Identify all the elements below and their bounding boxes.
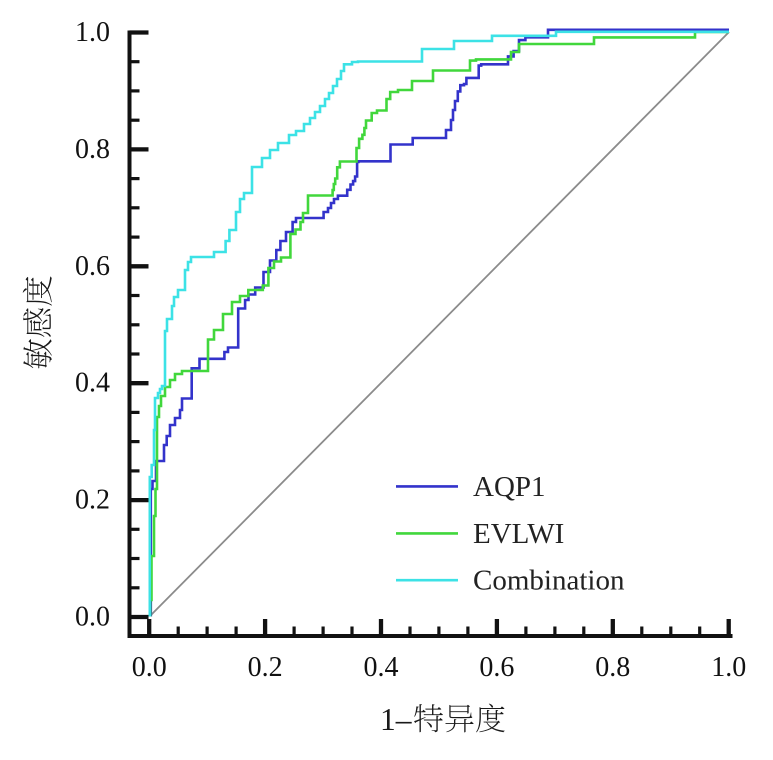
svg-text:0.6: 0.6 — [75, 251, 110, 282]
svg-text:0.4: 0.4 — [364, 652, 399, 683]
svg-text:0.0: 0.0 — [132, 652, 167, 683]
svg-text:AQP1: AQP1 — [473, 471, 546, 503]
svg-text:1.0: 1.0 — [711, 652, 746, 683]
svg-text:Combination: Combination — [473, 565, 625, 597]
svg-text:0.4: 0.4 — [75, 368, 110, 399]
svg-text:0.8: 0.8 — [75, 134, 110, 165]
svg-text:1–: 1– — [380, 702, 412, 737]
svg-text:0.2: 0.2 — [248, 652, 283, 683]
svg-text:1.0: 1.0 — [75, 17, 110, 48]
svg-text:0.6: 0.6 — [479, 652, 514, 683]
svg-text:0.8: 0.8 — [595, 652, 630, 683]
svg-text:0.0: 0.0 — [75, 602, 110, 633]
svg-text:0.2: 0.2 — [75, 485, 110, 516]
svg-text:EVLWI: EVLWI — [473, 518, 564, 550]
